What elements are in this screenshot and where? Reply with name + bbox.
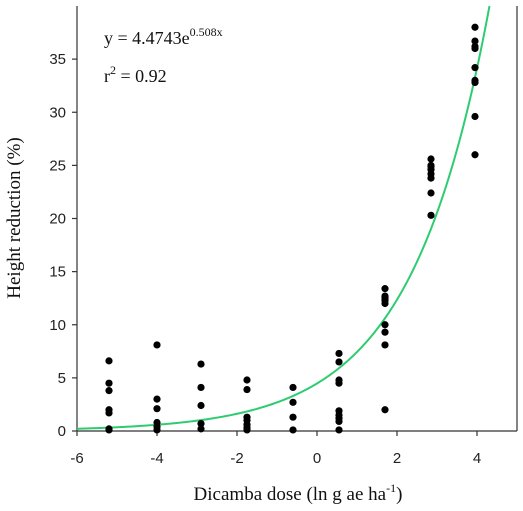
data-point [471, 42, 479, 50]
x-tick-label: 2 [393, 450, 401, 467]
data-point [105, 379, 113, 387]
data-point [243, 385, 251, 394]
x-axis-title-main: Dicamba dose (ln g ae ha [194, 484, 387, 505]
data-point [381, 328, 389, 336]
data-point [381, 299, 389, 308]
r2-value: = 0.92 [116, 66, 167, 86]
y-tick-label: 25 [49, 157, 66, 174]
y-tick-label: 5 [58, 370, 66, 387]
data-point [153, 341, 161, 349]
data-point [289, 383, 297, 392]
y-tick-label: 20 [49, 211, 66, 228]
data-point [197, 360, 205, 368]
data-point [289, 398, 297, 406]
data-point [153, 395, 161, 403]
data-point [289, 426, 297, 434]
equation-main: y = 4.4743e [104, 28, 190, 48]
x-tick-label: -4 [150, 450, 163, 467]
data-point [289, 413, 297, 421]
data-point [471, 78, 479, 87]
x-axis-title: Dicamba dose (ln g ae ha-1) [194, 481, 403, 505]
y-tick-label: 15 [49, 264, 66, 281]
r2-annotation: r2 = 0.92 [104, 63, 167, 86]
y-tick-label: 10 [49, 317, 66, 334]
x-tick-label: 0 [313, 450, 321, 467]
data-point [381, 285, 389, 293]
plot-area: -6 -4 -2 0 2 4 0 5 10 15 20 25 30 35 [49, 5, 518, 467]
data-point [427, 162, 435, 171]
equation-exponent: 0.508x [190, 25, 223, 39]
data-point [105, 357, 113, 365]
data-point [105, 426, 113, 434]
y-ticks: 0 5 10 15 20 25 30 35 [49, 51, 77, 440]
data-point [427, 174, 435, 182]
x-axis-title-superscript: -1 [386, 481, 396, 495]
data-point [153, 426, 161, 434]
data-point [153, 405, 161, 413]
data-point [335, 358, 343, 366]
fit-curve [76, 5, 491, 430]
data-point [471, 151, 479, 159]
r2-exponent: 2 [110, 63, 116, 77]
x-ticks: -6 -4 -2 0 2 4 [70, 431, 481, 467]
data-point [243, 426, 251, 434]
x-tick-label: 4 [473, 450, 481, 467]
data-point [105, 387, 113, 395]
equation-annotation: y = 4.4743e0.508x [104, 25, 223, 48]
r2-label: r [104, 66, 110, 86]
data-point [471, 37, 479, 45]
data-point [471, 112, 479, 121]
y-tick-label: 35 [49, 51, 66, 68]
data-point [381, 406, 389, 414]
y-tick-label: 30 [49, 104, 66, 121]
data-point [471, 23, 479, 31]
data-point [105, 409, 113, 417]
data-point [335, 349, 343, 358]
data-point [381, 321, 389, 329]
x-axis-title-close: ) [396, 484, 402, 505]
data-point [381, 341, 389, 349]
data-points [105, 23, 479, 434]
data-point [197, 401, 205, 410]
data-point [335, 426, 343, 434]
data-point [381, 294, 389, 302]
y-tick-label: 0 [58, 423, 66, 440]
data-point [197, 425, 205, 433]
data-point [427, 155, 435, 163]
data-point [335, 417, 343, 426]
y-axis-title: Height reduction (%) [4, 137, 25, 298]
x-tick-label: -2 [230, 450, 243, 467]
data-point [427, 211, 435, 219]
data-point [197, 419, 205, 428]
data-point [197, 383, 205, 392]
data-point [471, 64, 479, 72]
data-point [335, 379, 343, 387]
data-point [427, 189, 435, 197]
x-tick-label: -6 [70, 450, 83, 467]
data-point [243, 376, 251, 384]
